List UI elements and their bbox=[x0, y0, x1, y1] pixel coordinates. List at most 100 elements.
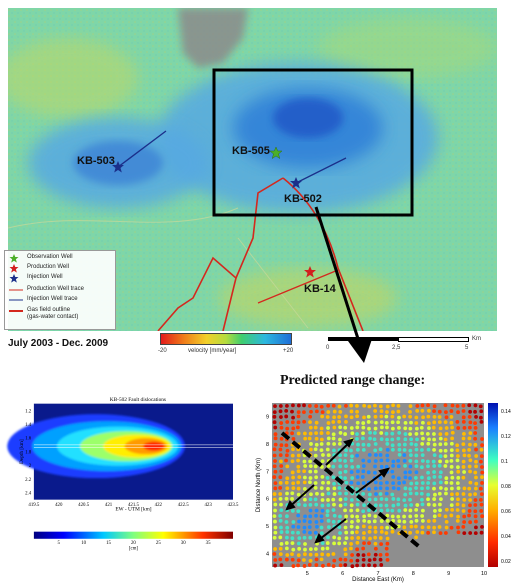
scatter-point bbox=[473, 498, 478, 502]
legend-gas-water-contact: (gas-water contact) bbox=[27, 314, 79, 320]
scatter-point bbox=[397, 431, 402, 435]
green-star-icon bbox=[9, 254, 23, 263]
scatter-point bbox=[443, 442, 448, 446]
scatter-point bbox=[343, 563, 348, 567]
legend-injection-trace: Injection Well trace bbox=[27, 296, 78, 302]
scatter-point bbox=[272, 492, 277, 496]
scatter-point bbox=[349, 458, 354, 463]
scatter-point bbox=[449, 481, 454, 485]
scatter-point bbox=[308, 431, 313, 436]
scatter-point bbox=[467, 403, 472, 408]
scatter-point bbox=[462, 531, 467, 536]
scatter-point bbox=[272, 497, 277, 502]
scatter-point bbox=[337, 536, 342, 541]
scatter-point bbox=[332, 409, 337, 414]
scatter-point bbox=[456, 486, 461, 491]
scatter-point bbox=[331, 508, 336, 512]
scatter-point bbox=[284, 443, 289, 448]
scatter-point bbox=[420, 420, 425, 425]
scatter-point bbox=[414, 524, 418, 529]
scatter-point bbox=[361, 436, 365, 441]
scatter-point bbox=[338, 410, 343, 414]
scatter-point bbox=[432, 518, 437, 523]
scatter-point bbox=[384, 464, 389, 469]
scatter-point bbox=[296, 563, 300, 568]
scatter-point bbox=[437, 420, 442, 425]
scatter-point bbox=[285, 403, 289, 408]
scatter-point bbox=[402, 448, 407, 452]
fault-trace bbox=[280, 431, 424, 551]
scatter-point bbox=[291, 564, 296, 568]
scatter-point bbox=[402, 453, 407, 457]
scatter-point bbox=[290, 530, 295, 535]
scatter-point bbox=[332, 425, 337, 430]
scatter-point bbox=[361, 481, 366, 485]
scatter-point bbox=[473, 470, 478, 475]
scatter-point bbox=[450, 507, 455, 512]
scatter-point bbox=[461, 436, 466, 441]
scatter-point bbox=[437, 409, 442, 414]
scatter-point bbox=[302, 419, 307, 424]
scatter-point bbox=[444, 480, 449, 485]
x-tick-label: 422 bbox=[155, 503, 163, 508]
scatter-point bbox=[331, 403, 336, 408]
scatter-point bbox=[373, 497, 378, 502]
scatter-point bbox=[319, 465, 324, 469]
scatter-point bbox=[415, 503, 420, 507]
scatter-point bbox=[291, 481, 296, 486]
scatter-point bbox=[374, 453, 378, 457]
scatter-point bbox=[367, 453, 372, 457]
scatter-point bbox=[332, 458, 337, 463]
scatter-point bbox=[467, 513, 471, 518]
scatter-point bbox=[308, 459, 313, 464]
scatter-point bbox=[326, 552, 331, 557]
scatter-point bbox=[308, 476, 313, 480]
scatter-point bbox=[326, 436, 331, 441]
scatter-point bbox=[427, 408, 431, 413]
scatter-point bbox=[456, 525, 460, 530]
scatter-point bbox=[455, 419, 460, 424]
scatter-point bbox=[443, 403, 448, 408]
scatter-point bbox=[278, 492, 283, 496]
scatter-point bbox=[332, 448, 336, 453]
scatter-point bbox=[320, 552, 325, 557]
colorbar-tick-label: 0.04 bbox=[501, 534, 511, 540]
scatter-point bbox=[462, 486, 467, 491]
scatter-point bbox=[409, 420, 413, 425]
scatter-point bbox=[332, 442, 337, 446]
scatter-point bbox=[473, 531, 478, 536]
scatter-point bbox=[414, 518, 419, 523]
scatter-point bbox=[326, 403, 331, 408]
scatter-point bbox=[313, 485, 318, 490]
production-trace-kb14 bbox=[257, 269, 339, 304]
scatter-point bbox=[291, 447, 295, 452]
scatter-point bbox=[373, 448, 378, 453]
scatter-point bbox=[272, 535, 277, 540]
scatter-point bbox=[420, 508, 425, 513]
scatter-point bbox=[320, 459, 325, 463]
scatter-point bbox=[461, 475, 466, 480]
scatter-point bbox=[308, 420, 312, 425]
scatter-point bbox=[308, 547, 313, 552]
scatter-point bbox=[455, 492, 460, 496]
scatter-point bbox=[409, 442, 414, 446]
predicted-range-title: Predicted range change: bbox=[280, 373, 426, 388]
scatter-point bbox=[479, 492, 484, 496]
scatter-point bbox=[474, 414, 478, 419]
scatter-point bbox=[350, 465, 355, 469]
well-kb505-star-icon bbox=[269, 146, 283, 160]
scatter-point bbox=[321, 453, 325, 457]
scatter-point bbox=[313, 464, 318, 469]
scatter-point bbox=[473, 492, 478, 497]
x-tick-label: 420.5 bbox=[78, 503, 90, 508]
scatter-point bbox=[284, 414, 289, 419]
y-tick-label: 1.4 bbox=[25, 423, 32, 428]
scatter-point bbox=[385, 453, 390, 458]
scatter-point bbox=[361, 491, 365, 496]
thick-red-line-icon bbox=[9, 307, 23, 314]
scatter-point bbox=[414, 415, 419, 420]
scatter-point bbox=[438, 502, 442, 507]
scatter-point bbox=[426, 464, 430, 469]
scatter-point bbox=[367, 497, 372, 502]
scatter-point bbox=[291, 486, 296, 491]
